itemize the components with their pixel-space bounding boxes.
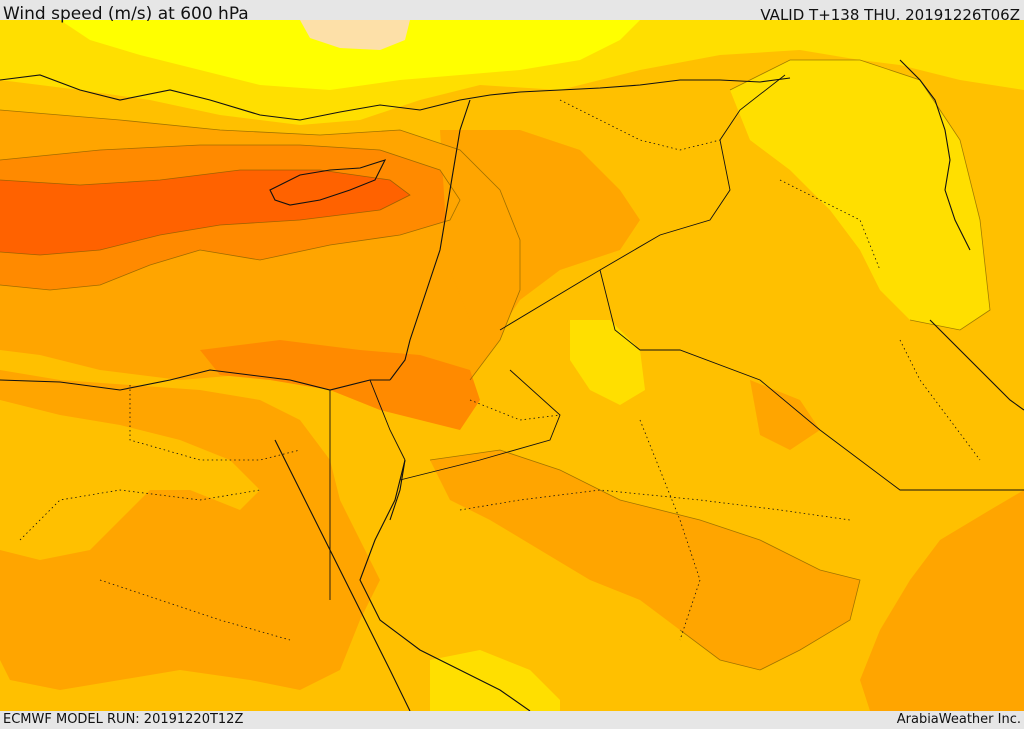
coast-turkey-south [0,74,791,121]
contour-lines [0,59,991,671]
coast-caspian [899,59,971,251]
field-levant-dark [200,340,480,430]
model-run-label: ECMWF MODEL RUN: 20191220T12Z [3,712,244,727]
coast-red-sea-west [274,439,411,711]
coastlines [0,59,1024,711]
coast-cyprus [269,159,387,206]
field-north-pale [300,20,410,50]
field-jet-core [0,170,410,255]
footer-bar [0,711,1024,729]
field-east-yellow [730,60,990,330]
field-north-light-yellow [60,20,640,90]
field-arabia-east-orange [750,380,820,450]
field-se-orange [860,490,1024,711]
coast-gulf-aqaba [389,459,406,521]
coast-persian-gulf [929,319,1024,411]
field-south-yellow [430,650,560,711]
wind-speed-map [0,20,1024,711]
coast-levant [389,99,471,381]
field-egypt-inner-light [0,400,260,560]
header-background [0,0,1024,20]
field-arabia-south-orange [430,450,860,670]
coast-red-sea-east [359,459,531,711]
coast-egypt-north [0,369,390,391]
borders [329,74,1024,600]
valid-time-label: VALID T+138 THU. 20191226T06Z [760,6,1020,24]
map-title: Wind speed (m/s) at 600 hPa [3,4,249,24]
credit-label: ArabiaWeather Inc. [896,712,1021,727]
province-lines [19,99,981,641]
field-iraq-yellow [570,320,645,405]
